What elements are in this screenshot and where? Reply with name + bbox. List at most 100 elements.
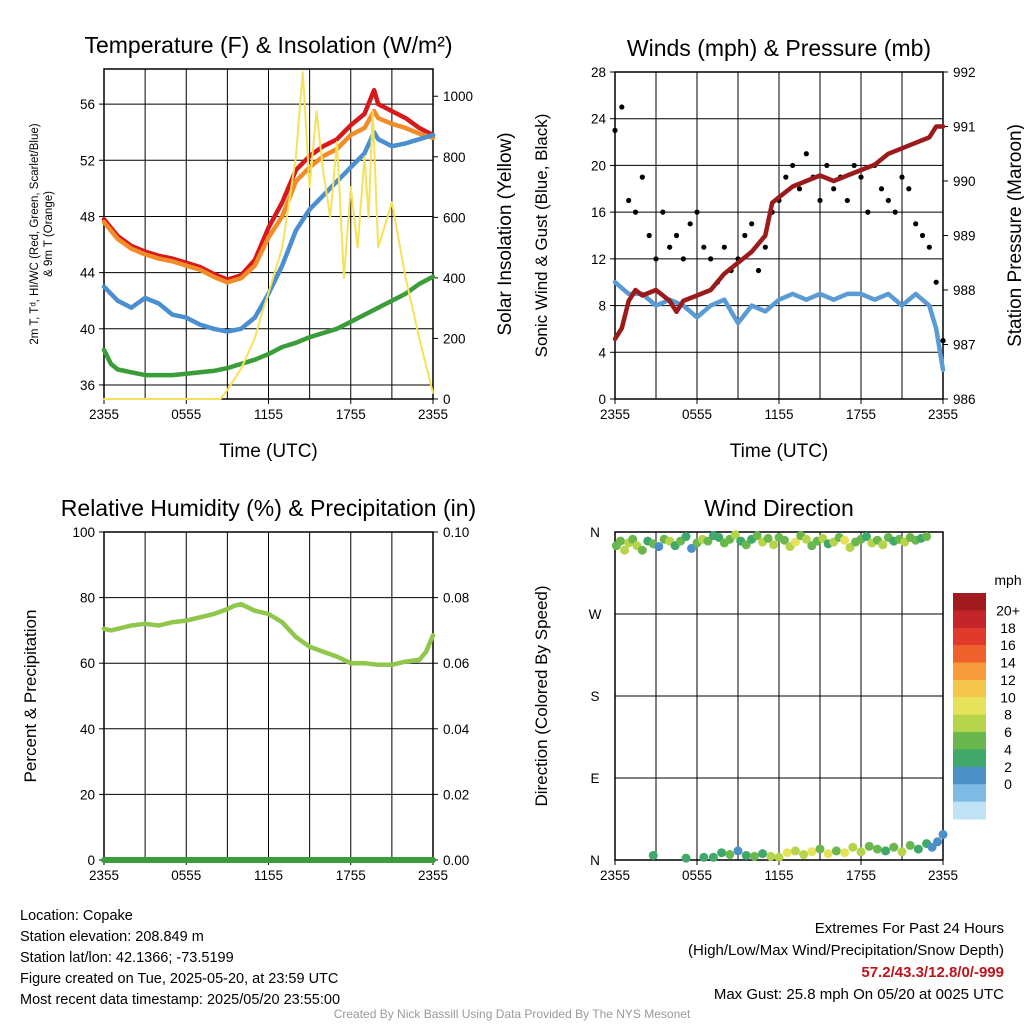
y-tick-label: 8 (598, 299, 606, 314)
y-tick-label-right: 400 (443, 271, 466, 286)
y-tick-label: W (589, 607, 602, 622)
colorbar-label: 10 (1000, 689, 1016, 705)
direction-point (774, 852, 784, 862)
y-tick-label: 48 (80, 209, 95, 224)
gust-point (694, 209, 700, 215)
y-tick-label: 0 (598, 392, 606, 407)
direction-point (782, 848, 792, 858)
direction-point (938, 829, 948, 839)
gust-point (646, 232, 652, 239)
elevation-label: Station elevation: 208.849 m (20, 929, 204, 945)
colorbar-label: 12 (1000, 672, 1016, 688)
gust-point (817, 197, 823, 204)
direction-point (681, 532, 691, 542)
x-tick-label: 1155 (254, 407, 283, 422)
direction-point (861, 532, 871, 542)
direction-point (749, 851, 759, 861)
direction-point (766, 851, 776, 861)
y-tick-label: 52 (80, 153, 95, 168)
y-tick-label: E (590, 771, 599, 786)
gust-point (708, 256, 714, 262)
y-tick-label: 0 (87, 853, 95, 868)
y-tick-label-right: 0.10 (443, 525, 469, 540)
y-tick-label: 44 (80, 266, 96, 281)
y-tick-label-right: 991 (953, 120, 976, 135)
y-tick-label: 40 (80, 322, 95, 337)
gust-point (919, 232, 926, 239)
y-tick-label: 40 (80, 722, 95, 737)
direction-point (922, 532, 932, 542)
x-tick-label: 0555 (682, 868, 712, 883)
latlon-label: Station lat/lon: 42.1366; -73.5199 (20, 950, 234, 966)
y-axis-label: 2m T, Tᵈ, HI/WC (Red, Green, Scarlet/Blu… (29, 123, 41, 344)
colorbar-label: 8 (1004, 707, 1012, 723)
station-info: Location: Copake Station elevation: 208.… (20, 906, 340, 1011)
y-tick-label-right: 0.02 (443, 787, 469, 802)
x-tick-label: 1155 (254, 868, 283, 883)
gust-point (742, 232, 748, 239)
direction-point (687, 543, 697, 553)
direction-point (741, 540, 751, 550)
gust-point (831, 186, 837, 192)
colorbar-swatch (953, 679, 986, 698)
direction-point (878, 540, 888, 550)
series-line-9m-t (101, 108, 436, 285)
y-tick-label: 60 (80, 656, 95, 671)
direction-point (818, 533, 828, 543)
gust-point (762, 244, 768, 250)
direction-point (856, 847, 866, 857)
direction-point (913, 844, 923, 854)
y-tick-label: 20 (591, 158, 606, 173)
direction-point (703, 536, 713, 546)
gust-point (926, 244, 932, 250)
gust-point (933, 279, 939, 285)
direction-point (933, 837, 943, 847)
gust-point (844, 197, 850, 204)
direction-point (763, 533, 773, 543)
direction-point (897, 847, 907, 857)
direction-point (927, 842, 937, 852)
colorbar-swatch (953, 801, 986, 820)
direction-point (872, 844, 882, 854)
y-tick-label: 4 (598, 345, 606, 360)
colorbar-swatch (953, 645, 986, 664)
direction-point (864, 841, 874, 851)
direction-point (708, 852, 718, 862)
direction-point (741, 850, 751, 860)
chart-title: Relative Humidity (%) & Precipitation (i… (61, 495, 476, 521)
credit-line: Created By Nick Bassill Using Data Provi… (333, 1007, 691, 1021)
direction-point (681, 853, 691, 863)
y-tick-label: 100 (72, 525, 95, 540)
direction-point (779, 535, 789, 545)
y-tick-label-right: 1000 (443, 89, 473, 104)
extremes-title: Extremes For Past 24 Hours (814, 920, 1004, 937)
direction-point (637, 545, 647, 555)
gust-point (858, 174, 864, 180)
gust-point (687, 221, 693, 227)
series-line-rh (101, 601, 436, 668)
recent-label: Most recent data timestamp: 2025/05/20 2… (20, 992, 341, 1008)
direction-point (840, 535, 850, 545)
gust-point (653, 256, 659, 262)
y-axis-label: & 9m T (Orange) (43, 191, 55, 277)
colorbar-swatch (953, 749, 986, 768)
direction-point (654, 542, 664, 552)
gust-point (906, 186, 912, 192)
direction-point (752, 531, 762, 541)
direction-point (769, 540, 779, 550)
colorbar-label: 0 (1004, 776, 1012, 792)
series-line-pressure (612, 124, 946, 342)
x-tick-label: 2355 (418, 407, 448, 422)
direction-point (730, 530, 740, 540)
chart-title: Temperature (F) & Insolation (W/m²) (84, 32, 452, 58)
y-tick-label: 20 (80, 787, 95, 802)
direction-point (790, 537, 800, 547)
direction-point (799, 850, 809, 860)
y-axis-label: Direction (Colored By Speed) (532, 585, 551, 806)
x-tick-label: 1155 (764, 868, 793, 883)
colorbar-swatch (953, 627, 986, 646)
chart-title: Winds (mph) & Pressure (mb) (627, 35, 931, 61)
y-axis-label-right: Station Pressure (Maroon) (1005, 124, 1024, 347)
direction-point (615, 536, 625, 546)
